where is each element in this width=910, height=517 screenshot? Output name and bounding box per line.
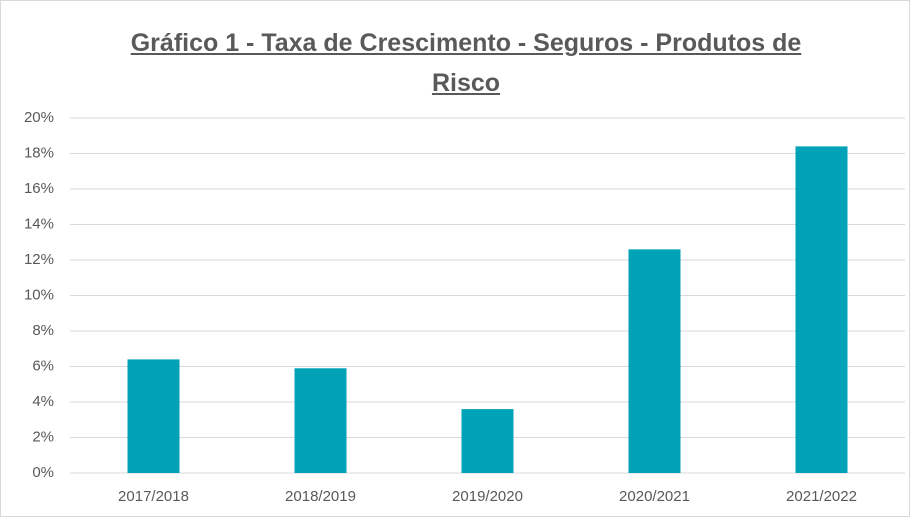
bar: [461, 409, 514, 473]
chart-title: Gráfico 1 - Taxa de Crescimento - Seguro…: [130, 29, 802, 97]
y-tick-label: 6%: [32, 357, 54, 374]
bar: [795, 146, 848, 473]
y-tick-label: 4%: [32, 393, 54, 410]
y-tick-label: 20%: [24, 109, 54, 126]
y-tick-label: 14%: [24, 215, 54, 232]
bar: [628, 249, 681, 473]
y-tick-label: 2%: [32, 428, 54, 445]
y-tick-label: 10%: [24, 286, 54, 303]
x-tick-label: 2021/2022: [786, 488, 857, 505]
y-tick-label: 16%: [24, 180, 54, 197]
bar: [127, 359, 180, 473]
x-tick-label: 2017/2018: [118, 488, 189, 505]
y-tick-label: 8%: [32, 322, 54, 339]
x-tick-label: 2018/2019: [285, 488, 356, 505]
y-tick-label: 12%: [24, 251, 54, 268]
bar: [294, 368, 347, 473]
y-tick-label: 18%: [24, 144, 54, 161]
y-tick-label: 0%: [32, 464, 54, 481]
x-tick-label: 2020/2021: [619, 488, 690, 505]
x-tick-label: 2019/2020: [452, 488, 523, 505]
